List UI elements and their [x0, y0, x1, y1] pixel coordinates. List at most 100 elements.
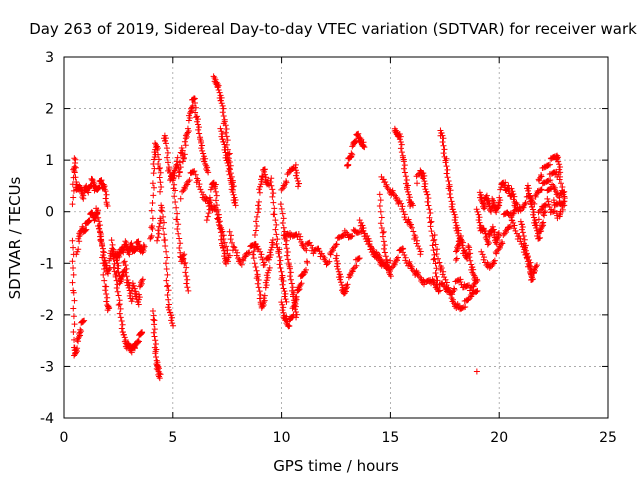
data-point	[183, 180, 190, 187]
data-point	[524, 253, 531, 260]
data-point	[222, 122, 229, 129]
y-tick-label: -4	[40, 411, 54, 427]
data-point	[315, 245, 322, 252]
data-point	[481, 203, 488, 210]
data-point	[282, 241, 289, 248]
data-point	[103, 291, 110, 298]
data-point	[71, 155, 78, 162]
data-point	[522, 247, 529, 254]
data-point	[510, 209, 517, 216]
data-point	[396, 197, 403, 204]
data-point	[102, 188, 109, 195]
data-point	[165, 296, 172, 303]
data-point	[289, 313, 296, 320]
data-point	[510, 196, 517, 203]
data-point	[183, 264, 190, 271]
data-point	[174, 210, 181, 217]
data-point	[469, 263, 476, 270]
data-point	[476, 214, 483, 221]
data-point	[175, 173, 182, 180]
data-point	[527, 195, 534, 202]
data-point	[256, 288, 263, 295]
data-point	[522, 242, 529, 249]
data-point	[168, 317, 175, 324]
data-point	[285, 169, 292, 176]
data-point	[502, 227, 509, 234]
data-point	[396, 130, 403, 137]
data-point	[171, 181, 178, 188]
data-point	[401, 252, 408, 259]
data-point	[391, 260, 398, 267]
data-point	[155, 234, 162, 241]
data-point	[88, 209, 95, 216]
data-point	[114, 288, 121, 295]
data-point	[140, 242, 147, 249]
data-point	[474, 287, 481, 294]
data-point	[205, 169, 212, 176]
data-point	[427, 209, 434, 216]
data-point	[348, 269, 355, 276]
data-point	[267, 179, 274, 186]
data-point	[270, 199, 277, 206]
data-point	[435, 288, 442, 295]
data-point	[191, 168, 198, 175]
data-point	[519, 229, 526, 236]
data-point	[293, 311, 300, 318]
data-point	[343, 282, 350, 289]
data-point	[130, 282, 137, 289]
data-point	[303, 247, 310, 254]
data-point	[255, 198, 262, 205]
x-axis-label: GPS time / hours	[273, 457, 399, 475]
data-point	[280, 182, 287, 189]
data-point	[149, 307, 156, 314]
data-point	[519, 223, 526, 230]
data-point	[216, 225, 223, 232]
data-point	[116, 310, 123, 317]
data-point	[160, 213, 167, 220]
data-point	[218, 233, 225, 240]
data-point	[153, 353, 160, 360]
data-point	[206, 206, 213, 213]
data-point	[271, 211, 278, 218]
data-point	[72, 174, 79, 181]
data-point	[101, 277, 108, 284]
data-point	[164, 254, 171, 261]
data-point	[450, 208, 457, 215]
data-point	[150, 184, 157, 191]
data-point	[229, 183, 236, 190]
data-point	[380, 245, 387, 252]
data-point	[535, 209, 542, 216]
data-point	[182, 259, 189, 266]
data-point	[454, 230, 461, 237]
data-point	[220, 112, 227, 119]
data-point	[219, 102, 226, 109]
data-point	[426, 206, 433, 213]
data-point	[533, 225, 540, 232]
data-point	[509, 212, 516, 219]
data-point	[510, 190, 517, 197]
data-point	[221, 239, 228, 246]
data-point	[174, 154, 181, 161]
data-point	[106, 304, 113, 311]
y-axis-label: SDTVAR / TECUs	[6, 176, 24, 299]
data-point	[75, 246, 82, 253]
data-point	[256, 189, 263, 196]
data-point	[473, 368, 480, 375]
data-point	[192, 104, 199, 111]
data-point	[121, 258, 128, 265]
data-point	[520, 203, 527, 210]
data-point	[376, 191, 383, 198]
data-point	[114, 260, 121, 267]
data-point	[164, 154, 171, 161]
data-point	[181, 184, 188, 191]
data-point	[556, 166, 563, 173]
data-point	[220, 245, 227, 252]
data-point	[401, 162, 408, 169]
data-point	[111, 260, 118, 267]
data-point	[401, 214, 408, 221]
data-point	[103, 201, 110, 208]
data-point	[337, 279, 344, 286]
chart-title: Day 263 of 2019, Sidereal Day-to-day VTE…	[29, 20, 637, 38]
data-point	[213, 192, 220, 199]
data-point	[443, 163, 450, 170]
